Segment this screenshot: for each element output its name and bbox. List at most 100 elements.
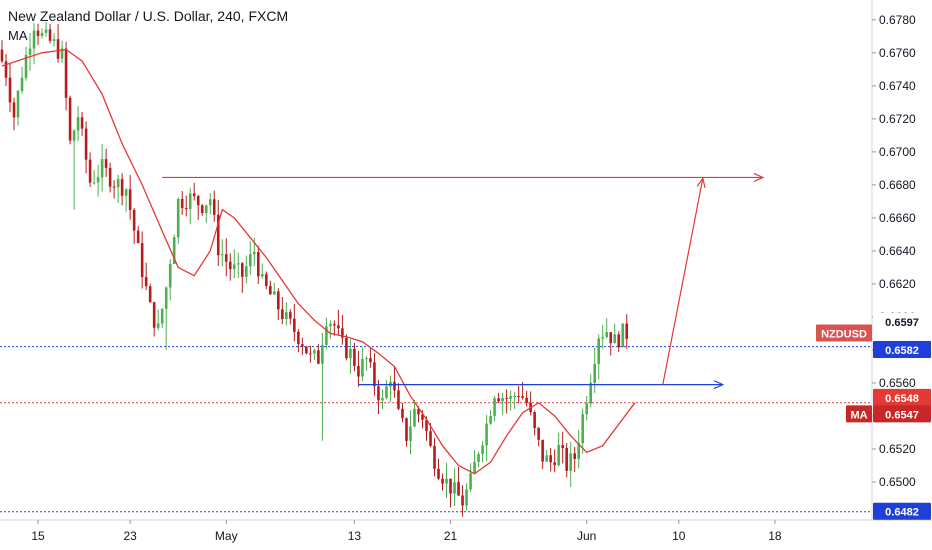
candle-body	[253, 252, 256, 255]
price-tick-label: 0.6660	[879, 211, 916, 225]
candle-body	[88, 159, 92, 183]
target-projection-arrow	[662, 178, 703, 385]
candle-body	[449, 478, 452, 494]
candle-body	[176, 198, 180, 238]
candle-body	[621, 323, 625, 348]
candle-body	[168, 263, 172, 288]
candle-body	[24, 54, 28, 78]
candle-body	[148, 286, 152, 303]
candle-body	[196, 195, 200, 206]
candle-body	[108, 167, 112, 187]
candle-body	[100, 159, 104, 178]
candle-body	[497, 398, 500, 402]
candle-body	[569, 453, 572, 471]
candle-body	[321, 344, 324, 364]
blue-level-price-tag: 0.6482	[885, 507, 919, 519]
price-tick-label: 0.6780	[879, 13, 916, 27]
price-tick-label: 0.6520	[879, 442, 916, 456]
candle-body	[601, 336, 605, 339]
blue-level-price-tag-bg	[873, 502, 931, 520]
time-tick-label: Jun	[577, 529, 596, 543]
candle-body	[116, 179, 120, 188]
candle-body	[545, 455, 548, 462]
ma-indicator-legend[interactable]: MA	[8, 28, 28, 43]
candle-body	[212, 199, 216, 215]
ma-label-tag: MA	[850, 409, 867, 421]
candle-body	[204, 205, 208, 213]
candle-body	[128, 189, 132, 210]
candle-body	[625, 323, 629, 339]
price-tick-label: 0.6760	[879, 46, 916, 60]
candle-body	[240, 263, 244, 277]
candle-body	[64, 48, 68, 98]
candle-body	[265, 274, 268, 286]
blue-level-price-tag: 0.6582	[885, 345, 919, 357]
candle-body	[301, 344, 304, 347]
candle-body	[44, 29, 48, 33]
candle-body	[417, 408, 420, 415]
candle-body	[261, 274, 264, 277]
price-tick-label: 0.6500	[879, 475, 916, 489]
time-tick-label: May	[215, 529, 238, 543]
candle-body	[413, 408, 416, 427]
candle-body	[172, 237, 176, 264]
candle-body	[96, 177, 100, 183]
time-tick-label: 10	[672, 529, 686, 543]
candle-body	[421, 414, 424, 420]
candle-body	[541, 439, 544, 462]
candle-body	[281, 309, 284, 319]
candle-body	[573, 453, 576, 459]
candle-body	[349, 348, 352, 359]
candle-body	[48, 29, 52, 41]
candle-body	[293, 318, 296, 332]
candle-body	[345, 337, 348, 359]
candle-body	[505, 397, 508, 399]
candle-body	[248, 254, 252, 267]
candle-body	[337, 325, 340, 329]
candle-body	[461, 495, 464, 506]
candle-body	[405, 418, 408, 441]
ma-price-tag: 0.6547	[885, 409, 919, 421]
candle-body	[425, 419, 428, 432]
candle-body	[120, 179, 124, 196]
candle-body	[385, 386, 388, 398]
candle-body	[613, 334, 617, 344]
candle-body	[609, 332, 613, 344]
candle-body	[329, 324, 332, 327]
candle-body	[273, 291, 276, 295]
candle-body	[144, 277, 148, 287]
moving-average-line	[1, 48, 636, 475]
red-level-price-tag-bg	[873, 388, 931, 406]
candle-body	[517, 396, 520, 398]
candle-body	[156, 323, 160, 328]
price-tick-label: 0.6740	[879, 79, 916, 93]
candle-body	[285, 312, 288, 319]
candle-body	[473, 461, 476, 474]
candle-body	[325, 326, 328, 345]
time-tick-label: 23	[123, 529, 137, 543]
candle-body	[92, 182, 96, 184]
candle-body	[56, 39, 60, 59]
candle-body	[228, 261, 232, 270]
ma-label-tag-bg	[846, 405, 872, 423]
candle-body	[132, 209, 136, 231]
candle-body	[557, 445, 560, 466]
candle-body	[16, 90, 20, 118]
candle-body	[477, 454, 480, 462]
candle-body	[36, 30, 40, 36]
candle-body	[377, 386, 380, 401]
candle-body	[112, 186, 116, 188]
candle-body	[397, 390, 400, 409]
candle-body	[8, 77, 12, 103]
candle-body	[152, 302, 156, 328]
candle-body	[317, 350, 320, 364]
candle-body	[429, 431, 432, 446]
candle-body	[200, 205, 204, 213]
time-tick-label: 13	[348, 529, 362, 543]
candle-body	[309, 353, 312, 355]
candle-body	[180, 198, 184, 209]
candle-body	[409, 426, 412, 441]
candle-body	[433, 445, 436, 469]
candle-body	[160, 308, 164, 324]
